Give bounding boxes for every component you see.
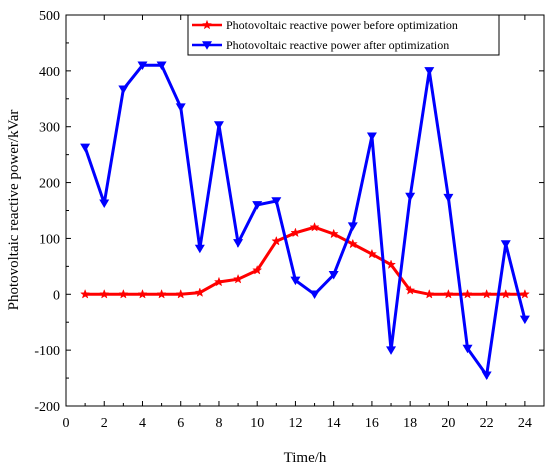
y-tick-label: 200 (39, 177, 60, 192)
plot-area (80, 61, 530, 381)
x-tick-label: 14 (327, 416, 341, 431)
y-axis-ticks: -200 -100 0 100 200 300 400 500 (34, 9, 544, 415)
data-point-triangle (519, 315, 530, 325)
y-tick-label: -100 (34, 344, 60, 359)
data-point-star (156, 288, 167, 299)
y-tick-label: 0 (53, 288, 60, 303)
data-point-triangle (290, 276, 301, 286)
data-point-triangle (80, 143, 91, 153)
data-point-star (213, 276, 225, 287)
data-point-triangle (194, 244, 205, 254)
data-point-triangle (347, 222, 358, 231)
data-point-triangle (424, 67, 435, 76)
x-tick-label: 22 (480, 416, 494, 431)
data-point-star (500, 288, 511, 299)
data-point-triangle (481, 371, 492, 381)
data-point-star (481, 288, 492, 299)
series-1 (80, 61, 530, 381)
data-point-triangle (156, 61, 167, 71)
data-point-star (309, 221, 320, 232)
legend-entry-after: Photovoltaic reactive power after optimi… (192, 38, 449, 52)
data-point-star (290, 227, 301, 238)
data-point-star (233, 273, 244, 284)
x-tick-label: 8 (215, 416, 222, 431)
y-tick-label: 100 (39, 232, 60, 247)
y-tick-label: 400 (39, 65, 60, 80)
data-point-triangle (309, 290, 320, 300)
legend-triangle-down-marker (202, 41, 212, 50)
legend-box (187, 14, 500, 56)
data-point-star (194, 287, 205, 297)
data-point-triangle (252, 201, 263, 210)
data-point-triangle (405, 192, 416, 202)
data-point-star (271, 235, 282, 246)
data-point-star (137, 288, 148, 299)
data-point-triangle (366, 132, 377, 141)
data-point-triangle (137, 61, 148, 71)
data-point-star (385, 259, 397, 269)
data-point-triangle (328, 270, 339, 280)
x-tick-label: 12 (288, 416, 302, 431)
x-tick-label: 18 (403, 416, 417, 431)
legend-label-before: Photovoltaic reactive power before optim… (226, 18, 458, 32)
data-point-star (328, 228, 339, 239)
data-point-triangle (500, 240, 511, 249)
x-axis-ticks: 0 2 4 6 8 10 12 14 16 18 20 22 24 (63, 15, 532, 431)
legend-star-marker (201, 19, 213, 30)
data-point-star (347, 238, 358, 249)
data-point-triangle (233, 239, 244, 248)
data-point-triangle (462, 344, 473, 354)
y-tick-label: 500 (39, 9, 60, 24)
data-point-star (175, 288, 186, 299)
y-tick-label: -200 (34, 400, 60, 415)
series-line-0 (85, 225, 525, 296)
data-point-triangle (271, 197, 282, 206)
legend-entry-before: Photovoltaic reactive power before optim… (192, 18, 458, 32)
x-tick-label: 24 (518, 416, 532, 431)
data-point-star (405, 285, 416, 295)
legend: Photovoltaic reactive power before optim… (187, 14, 500, 56)
data-point-star (118, 288, 129, 299)
y-axis-label: Photovoltaic reactive power/kVar (6, 110, 22, 311)
data-point-star (366, 248, 377, 259)
data-point-star (99, 288, 110, 299)
x-axis-label: Time/h (284, 450, 327, 466)
x-tick-label: 6 (177, 416, 184, 431)
data-point-star (443, 288, 454, 299)
data-point-star (424, 288, 435, 299)
x-tick-label: 2 (101, 416, 108, 431)
x-tick-label: 10 (250, 416, 264, 431)
data-point-star (252, 264, 263, 275)
data-point-star (80, 288, 91, 299)
series-line-1 (83, 63, 527, 380)
data-point-triangle (213, 121, 224, 130)
y-tick-label: 300 (39, 121, 60, 136)
x-tick-label: 4 (139, 416, 146, 431)
data-point-triangle (175, 103, 186, 112)
data-point-triangle (99, 199, 110, 208)
data-point-triangle (386, 346, 397, 355)
legend-label-after: Photovoltaic reactive power after optimi… (226, 38, 449, 52)
x-tick-label: 20 (441, 416, 455, 431)
data-point-triangle (118, 85, 129, 95)
data-point-star (462, 288, 473, 299)
x-tick-label: 0 (63, 416, 70, 431)
data-point-star (519, 288, 530, 299)
x-tick-label: 16 (365, 416, 379, 431)
data-point-triangle (443, 193, 454, 203)
series-0 (80, 221, 530, 299)
